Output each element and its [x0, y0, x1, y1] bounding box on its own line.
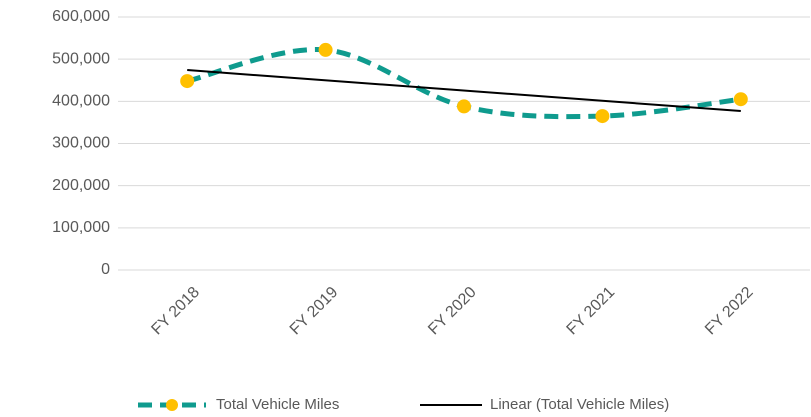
marker [733, 92, 748, 107]
y-tick-label: 300,000 [52, 135, 110, 152]
legend-label: Total Vehicle Miles [216, 396, 339, 413]
y-tick-label: 500,000 [52, 50, 110, 67]
marker [595, 109, 610, 124]
x-tick-label: FY 2021 [564, 284, 619, 339]
x-tick-label: FY 2020 [425, 284, 480, 339]
marker [180, 74, 195, 89]
trendline [187, 69, 741, 113]
marker [318, 42, 333, 57]
legend-label: Linear (Total Vehicle Miles) [490, 396, 669, 413]
marker [457, 99, 471, 114]
y-tick-label: 100,000 [52, 219, 110, 236]
y-tick-label: 600,000 [52, 8, 110, 25]
x-tick-label: FY 2019 [287, 284, 342, 339]
legend-marker [166, 399, 178, 411]
x-tick-label: FY 2018 [148, 284, 203, 339]
y-tick-label: 0 [101, 261, 110, 278]
y-tick-label: 400,000 [52, 93, 110, 110]
y-tick-label: 200,000 [52, 177, 110, 194]
x-tick-label: FY 2022 [702, 284, 757, 339]
